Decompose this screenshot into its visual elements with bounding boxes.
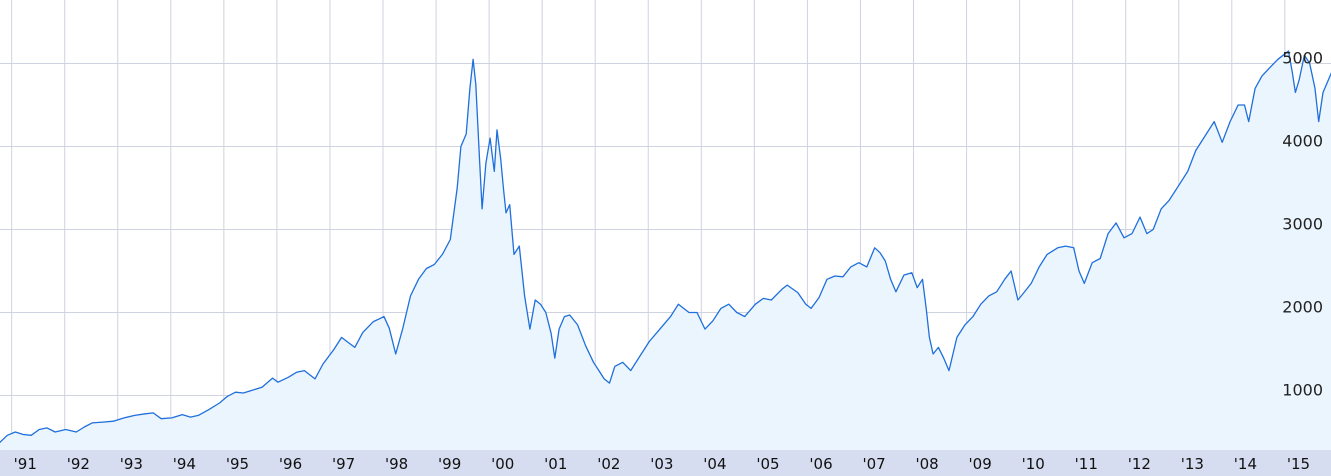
x-tick-label: '02: [597, 455, 620, 473]
series-area-fill: [0, 51, 1331, 450]
series-line: [0, 50, 1331, 444]
x-tick-label: '11: [1075, 455, 1098, 473]
y-tick-label: 4000: [1282, 132, 1323, 151]
x-tick-label: '14: [1234, 455, 1257, 473]
x-tick-label: '09: [969, 455, 992, 473]
x-tick-label: '10: [1022, 455, 1045, 473]
y-tick-label: 3000: [1282, 215, 1323, 234]
x-tick-label: '04: [703, 455, 726, 473]
x-tick-label: '12: [1128, 455, 1151, 473]
y-tick-label: 5000: [1282, 49, 1323, 68]
y-axis-tick-labels: 1000 2000 3000 4000 5000: [1282, 49, 1323, 400]
x-tick-label: '91: [14, 455, 37, 473]
x-tick-label: '95: [226, 455, 249, 473]
x-tick-label: '00: [491, 455, 514, 473]
x-tick-label: '99: [438, 455, 461, 473]
x-tick-label: '08: [916, 455, 939, 473]
x-tick-label: '93: [120, 455, 143, 473]
x-axis-band: [0, 450, 1331, 476]
x-tick-label: '03: [650, 455, 673, 473]
y-tick-label: 1000: [1282, 381, 1323, 400]
x-tick-label: '98: [385, 455, 408, 473]
x-tick-label: '06: [809, 455, 832, 473]
x-tick-label: '01: [544, 455, 567, 473]
x-tick-label: '07: [862, 455, 885, 473]
y-tick-label: 2000: [1282, 298, 1323, 317]
x-tick-label: '92: [67, 455, 90, 473]
x-tick-label: '05: [756, 455, 779, 473]
x-tick-label: '97: [332, 455, 355, 473]
x-tick-label: '94: [173, 455, 196, 473]
x-tick-label: '96: [279, 455, 302, 473]
x-axis-tick-labels: '91 '92 '93 '94 '95 '96 '97 '98 '99 '00 '01 '02 '03 '…: [14, 455, 1310, 473]
x-tick-label: '15: [1287, 455, 1310, 473]
x-tick-label: '13: [1181, 455, 1204, 473]
